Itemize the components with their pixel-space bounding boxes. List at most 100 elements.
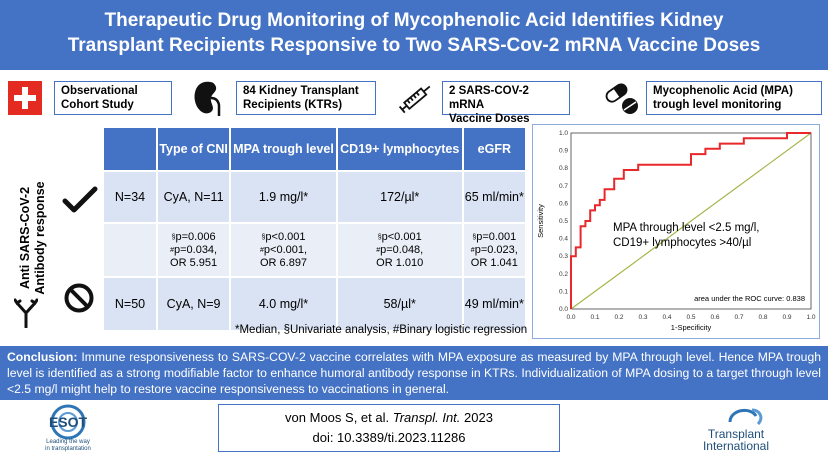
esot-tagline: Leading the way [46, 439, 90, 445]
pills-icon [605, 83, 638, 114]
sup-marker: § [171, 233, 176, 241]
table-cell: N=34 [104, 172, 156, 222]
title-line-2: Transplant Recipients Responsive to Two … [67, 35, 761, 56]
stat-value: p=0.034, [173, 243, 218, 256]
table-header: Type of CNI [158, 128, 230, 170]
roc-curve [570, 132, 811, 309]
x-tick-label: 0.9 [782, 314, 791, 321]
roc-chart: 0.0 0.0 0.1 0.1 0.2 0.2 0.3 0.3 0.4 0.4 0.5 0.5 0.6 0… [532, 124, 820, 339]
y-axis-label: Sensitivity [536, 204, 545, 238]
x-tick-label: 0.5 [686, 314, 695, 321]
stat-value: OR 6.897 [259, 256, 308, 269]
table-row-responders: N=34 CyA, N=11 1.9 mg/l* 172/µl* 65 ml/m… [104, 172, 525, 222]
title-line-1: Therapeutic Drug Monitoring of Mycopheno… [104, 10, 724, 31]
feature-vaccine: 2 SARS-COV-2 mRNA Vaccine Doses [396, 78, 576, 125]
table-cell: §p=0.001 #p=0.023, OR 1.041 [463, 224, 525, 276]
feature-label: Recipients (KTRs) [243, 99, 343, 111]
sup-marker: # [470, 246, 475, 254]
y-tick-label: 0.7 [559, 183, 568, 190]
esot-logo: ESOT Leading the way in transplantation [30, 402, 130, 452]
table-cell: §p=0.006 #p=0.034, OR 5.951 [158, 224, 230, 276]
x-tick-label: 0.3 [638, 314, 647, 321]
stat-value: p<0.001 [381, 230, 422, 243]
x-axis-label: 1-Specificity [671, 323, 712, 332]
y-tick-label: 0.0 [559, 306, 568, 313]
citation-doi[interactable]: doi: 10.3389/ti.2023.11286 [312, 430, 466, 445]
table-header: eGFR [463, 128, 525, 170]
x-tick-label: 0.0 [566, 314, 575, 321]
stat-value: p<0.001, [263, 243, 308, 256]
ti-logo-text: Transplant [708, 427, 765, 441]
table-footnote: *Median, §Univariate analysis, #Binary l… [235, 324, 527, 336]
esot-logo-text: ESOT [49, 414, 88, 430]
checkmark-icon [62, 186, 98, 213]
table-cell: 65 ml/min* [463, 172, 525, 222]
roc-chart-svg: 0.00.0 0.1 0.1 0.2 0.2 0.3 0.3 0.4 0.4 0.5 0.5 0.6 0… [536, 130, 816, 332]
esot-tagline: in transplantation [45, 446, 91, 452]
table-cell: N=50 [104, 278, 156, 330]
stat-value: p=0.006 [175, 230, 216, 243]
title-banner: Therapeutic Drug Monitoring of Mycopheno… [0, 0, 828, 70]
sup-marker: # [260, 246, 264, 254]
citation-authors: von Moos S, et al. [285, 410, 393, 425]
table-cell: 4.0 mg/l* [231, 278, 336, 330]
sup-marker: § [261, 233, 266, 241]
ti-logo-graphic: Transplant International [703, 408, 769, 453]
y-tick-label: 0.3 [559, 253, 568, 260]
table-cell: 49 ml/min* [463, 278, 525, 330]
swiss-cross-icon [8, 81, 42, 115]
stat-value: OR 1.010 [376, 256, 424, 269]
table-cell [104, 224, 156, 276]
feature-population: 84 Kidney Transplant Recipients (KTRs) [192, 78, 382, 118]
feature-label: Observational [61, 85, 138, 97]
table-header: MPA trough level [231, 128, 336, 170]
roc-auc-label: area under the ROC curve: 0.838 [694, 294, 805, 303]
roc-annotation: CD19+ lymphocytes >40/µl [613, 237, 751, 249]
y-tick-label: 0.2 [559, 271, 568, 278]
feature-label: Cohort Study [61, 99, 134, 111]
feature-label: Mycophenolic Acid (MPA) [653, 85, 793, 97]
x-tick-label: 0.7 [734, 314, 743, 321]
sup-marker: # [170, 246, 174, 254]
feature-box: 84 Kidney Transplant Recipients (KTRs) [236, 81, 376, 115]
citation-box: von Moos S, et al. Transpl. Int. 2023 do… [218, 404, 560, 452]
table-cell: §p<0.001 #p<0.001, OR 6.897 [231, 224, 336, 276]
stat-value: p=0.001 [476, 230, 517, 243]
roc-reference-line [570, 132, 812, 310]
kidney-icon [194, 81, 221, 116]
x-tick-label: 0.2 [614, 314, 623, 321]
sup-marker: # [376, 246, 381, 254]
transplant-international-logo: Transplant International [694, 402, 814, 453]
x-tick-label: 0.6 [710, 314, 719, 321]
feature-label: 2 SARS-COV-2 mRNA [449, 85, 529, 111]
ti-logo-text: International [703, 439, 769, 452]
syringe-icon [398, 85, 431, 114]
x-tick-label: 1.0 [806, 314, 815, 321]
antibody-icon [14, 298, 38, 328]
sup-marker: § [377, 233, 382, 241]
feature-box: Observational Cohort Study [54, 81, 172, 115]
sup-marker: § [472, 233, 477, 241]
y-tick-label: 0.1 [559, 288, 568, 295]
stat-value: p<0.001 [265, 230, 306, 243]
y-tick-label: 0.8 [559, 165, 568, 172]
conclusion-banner: Conclusion: Immune responsiveness to SAR… [0, 346, 828, 400]
table-row-nonresponders: N=50 CyA, N=9 4.0 mg/l* 58/µl* 49 ml/min… [104, 278, 525, 330]
table-cell: 1.9 mg/l* [231, 172, 336, 222]
y-tick-label: 0.5 [559, 218, 568, 225]
x-tick-label: 0.4 [662, 314, 671, 321]
table-cell: CyA, N=9 [158, 278, 230, 330]
stat-value: p=0.048, [380, 243, 424, 256]
feature-box: 2 SARS-COV-2 mRNA Vaccine Doses [442, 81, 570, 125]
roc-annotation: MPA through level <2.5 mg/l, [613, 222, 760, 234]
table-cell: §p<0.001 #p=0.048, OR 1.010 [337, 224, 462, 276]
conclusion-text: Immune responsiveness to SARS-COV-2 vacc… [7, 350, 821, 396]
table-cell: 58/µl* [337, 278, 462, 330]
table-cell: 172/µl* [337, 172, 462, 222]
feature-study-design: Observational Cohort Study [8, 78, 183, 118]
y-tick-label: 0.4 [559, 236, 568, 243]
footnote-text: *Median, §Univariate analysis, #Binary l… [235, 324, 528, 336]
feature-monitoring: Mycophenolic Acid (MPA) trough level mon… [604, 78, 824, 118]
stat-value: OR 1.041 [470, 256, 518, 269]
feature-label: 84 Kidney Transplant [243, 85, 359, 97]
